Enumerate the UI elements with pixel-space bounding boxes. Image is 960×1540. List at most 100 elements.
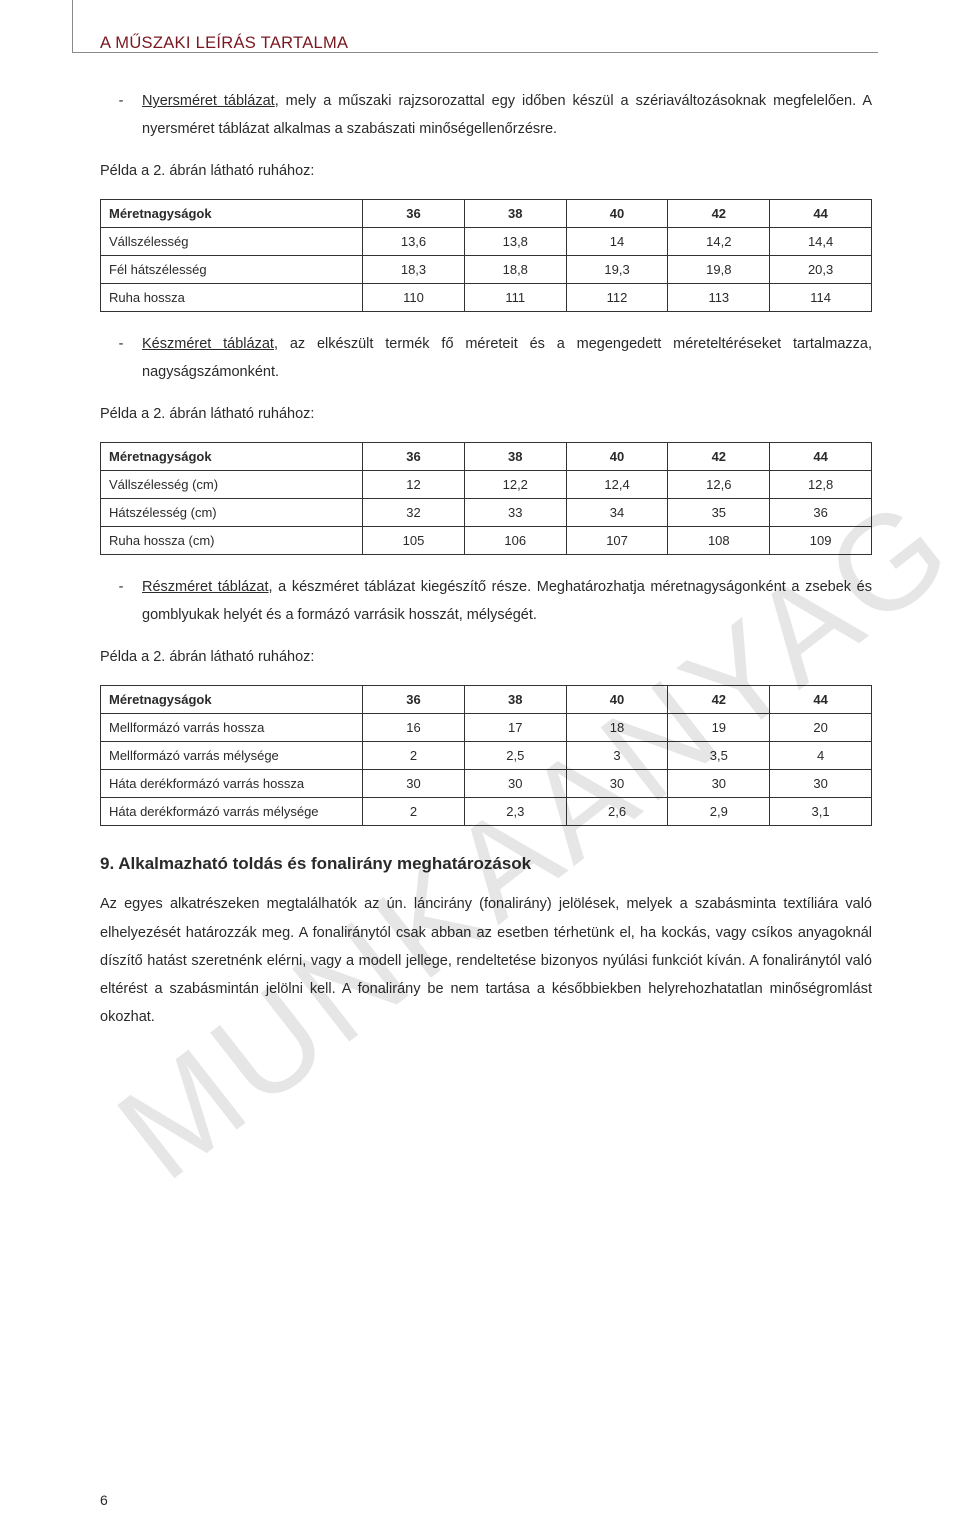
row-value: 20,3	[770, 256, 872, 284]
row-value: 107	[566, 527, 668, 555]
table-row: Fél hátszélesség18,318,819,319,820,3	[101, 256, 872, 284]
table-header-size: 36	[363, 443, 465, 471]
table-header-size: 42	[668, 443, 770, 471]
row-value: 2,6	[566, 798, 668, 826]
table-keszmeret: Méretnagyságok3638404244Vállszélesség (c…	[100, 442, 872, 555]
row-value: 12,4	[566, 471, 668, 499]
page: A MŰSZAKI LEÍRÁS TARTALMA MUNKAANYAG - N…	[0, 0, 960, 1540]
intro-text: Nyersméret táblázat, mely a műszaki rajz…	[142, 87, 872, 144]
table-header-row: Méretnagyságok3638404244	[101, 200, 872, 228]
row-value: 18,3	[363, 256, 465, 284]
table-header-size: 38	[464, 200, 566, 228]
row-value: 2,5	[464, 742, 566, 770]
row-value: 16	[363, 714, 465, 742]
row-value: 32	[363, 499, 465, 527]
table-header-size: 44	[770, 200, 872, 228]
row-value: 18,8	[464, 256, 566, 284]
table-header-label: Méretnagyságok	[101, 686, 363, 714]
row-value: 14,2	[668, 228, 770, 256]
row-value: 2,3	[464, 798, 566, 826]
table-header-size: 40	[566, 686, 668, 714]
table-header-size: 36	[363, 200, 465, 228]
block3-text: Részméret táblázat, a készméret táblázat…	[142, 573, 872, 630]
row-value: 36	[770, 499, 872, 527]
intro-list-item: - Nyersméret táblázat, mely a műszaki ra…	[100, 87, 872, 144]
table-header-size: 42	[668, 686, 770, 714]
row-label: Fél hátszélesség	[101, 256, 363, 284]
table-header-size: 38	[464, 443, 566, 471]
example-label-3: Példa a 2. ábrán látható ruhához:	[100, 644, 872, 672]
block2-text: Készméret táblázat, az elkészült termék …	[142, 330, 872, 387]
row-value: 2	[363, 742, 465, 770]
row-value: 111	[464, 284, 566, 312]
row-label: Ruha hossza (cm)	[101, 527, 363, 555]
header-side-rule	[72, 0, 73, 52]
list-dash: -	[100, 330, 142, 387]
intro-lead-underline: Nyersméret táblázat	[142, 93, 275, 109]
table-header-size: 38	[464, 686, 566, 714]
row-value: 112	[566, 284, 668, 312]
page-number: 6	[100, 1492, 108, 1508]
row-value: 19,8	[668, 256, 770, 284]
row-value: 30	[363, 770, 465, 798]
table-reszmeret: Méretnagyságok3638404244Mellformázó varr…	[100, 685, 872, 826]
row-value: 17	[464, 714, 566, 742]
block3-list-item: - Részméret táblázat, a készméret tábláz…	[100, 573, 872, 630]
example-label-2: Példa a 2. ábrán látható ruhához:	[100, 401, 872, 429]
list-dash: -	[100, 87, 142, 144]
row-value: 12,6	[668, 471, 770, 499]
row-value: 106	[464, 527, 566, 555]
table-row: Ruha hossza110111112113114	[101, 284, 872, 312]
row-label: Mellformázó varrás hossza	[101, 714, 363, 742]
table-header-size: 44	[770, 686, 872, 714]
document-title: A MŰSZAKI LEÍRÁS TARTALMA	[100, 34, 872, 53]
row-value: 30	[770, 770, 872, 798]
row-value: 105	[363, 527, 465, 555]
row-value: 30	[464, 770, 566, 798]
row-value: 12	[363, 471, 465, 499]
table-header-row: Méretnagyságok3638404244	[101, 686, 872, 714]
row-value: 2,9	[668, 798, 770, 826]
table-header-size: 42	[668, 200, 770, 228]
row-label: Háta derékformázó varrás mélysége	[101, 798, 363, 826]
row-value: 30	[668, 770, 770, 798]
header-bottom-rule	[72, 52, 878, 53]
section-heading-9: 9. Alkalmazható toldás és fonalirány meg…	[100, 854, 872, 874]
table-header-label: Méretnagyságok	[101, 200, 363, 228]
table-row: Háta derékformázó varrás mélysége22,32,6…	[101, 798, 872, 826]
row-value: 13,6	[363, 228, 465, 256]
row-value: 3	[566, 742, 668, 770]
row-label: Mellformázó varrás mélysége	[101, 742, 363, 770]
row-label: Háta derékformázó varrás hossza	[101, 770, 363, 798]
example-label-1: Példa a 2. ábrán látható ruhához:	[100, 158, 872, 186]
table-row: Hátszélesség (cm)3233343536	[101, 499, 872, 527]
row-value: 13,8	[464, 228, 566, 256]
row-label: Hátszélesség (cm)	[101, 499, 363, 527]
block3-lead-underline: Részméret táblázat	[142, 579, 269, 595]
row-value: 109	[770, 527, 872, 555]
table-header-row: Méretnagyságok3638404244	[101, 443, 872, 471]
row-value: 14	[566, 228, 668, 256]
row-value: 3,1	[770, 798, 872, 826]
row-value: 18	[566, 714, 668, 742]
row-value: 19,3	[566, 256, 668, 284]
table-header-size: 40	[566, 200, 668, 228]
row-value: 3,5	[668, 742, 770, 770]
row-label: Ruha hossza	[101, 284, 363, 312]
row-value: 30	[566, 770, 668, 798]
row-value: 20	[770, 714, 872, 742]
table-row: Ruha hossza (cm)105106107108109	[101, 527, 872, 555]
table-header-size: 40	[566, 443, 668, 471]
table-header-size: 36	[363, 686, 465, 714]
table-row: Vállszélesség (cm)1212,212,412,612,8	[101, 471, 872, 499]
section-9-body: Az egyes alkatrészeken megtalálhatók az …	[100, 890, 872, 1031]
row-value: 114	[770, 284, 872, 312]
row-label: Vállszélesség (cm)	[101, 471, 363, 499]
block2-lead-underline: Készméret táblázat	[142, 336, 274, 352]
row-value: 35	[668, 499, 770, 527]
row-value: 2	[363, 798, 465, 826]
table-header-label: Méretnagyságok	[101, 443, 363, 471]
table-row: Mellformázó varrás mélysége22,533,54	[101, 742, 872, 770]
table-header-size: 44	[770, 443, 872, 471]
row-value: 108	[668, 527, 770, 555]
